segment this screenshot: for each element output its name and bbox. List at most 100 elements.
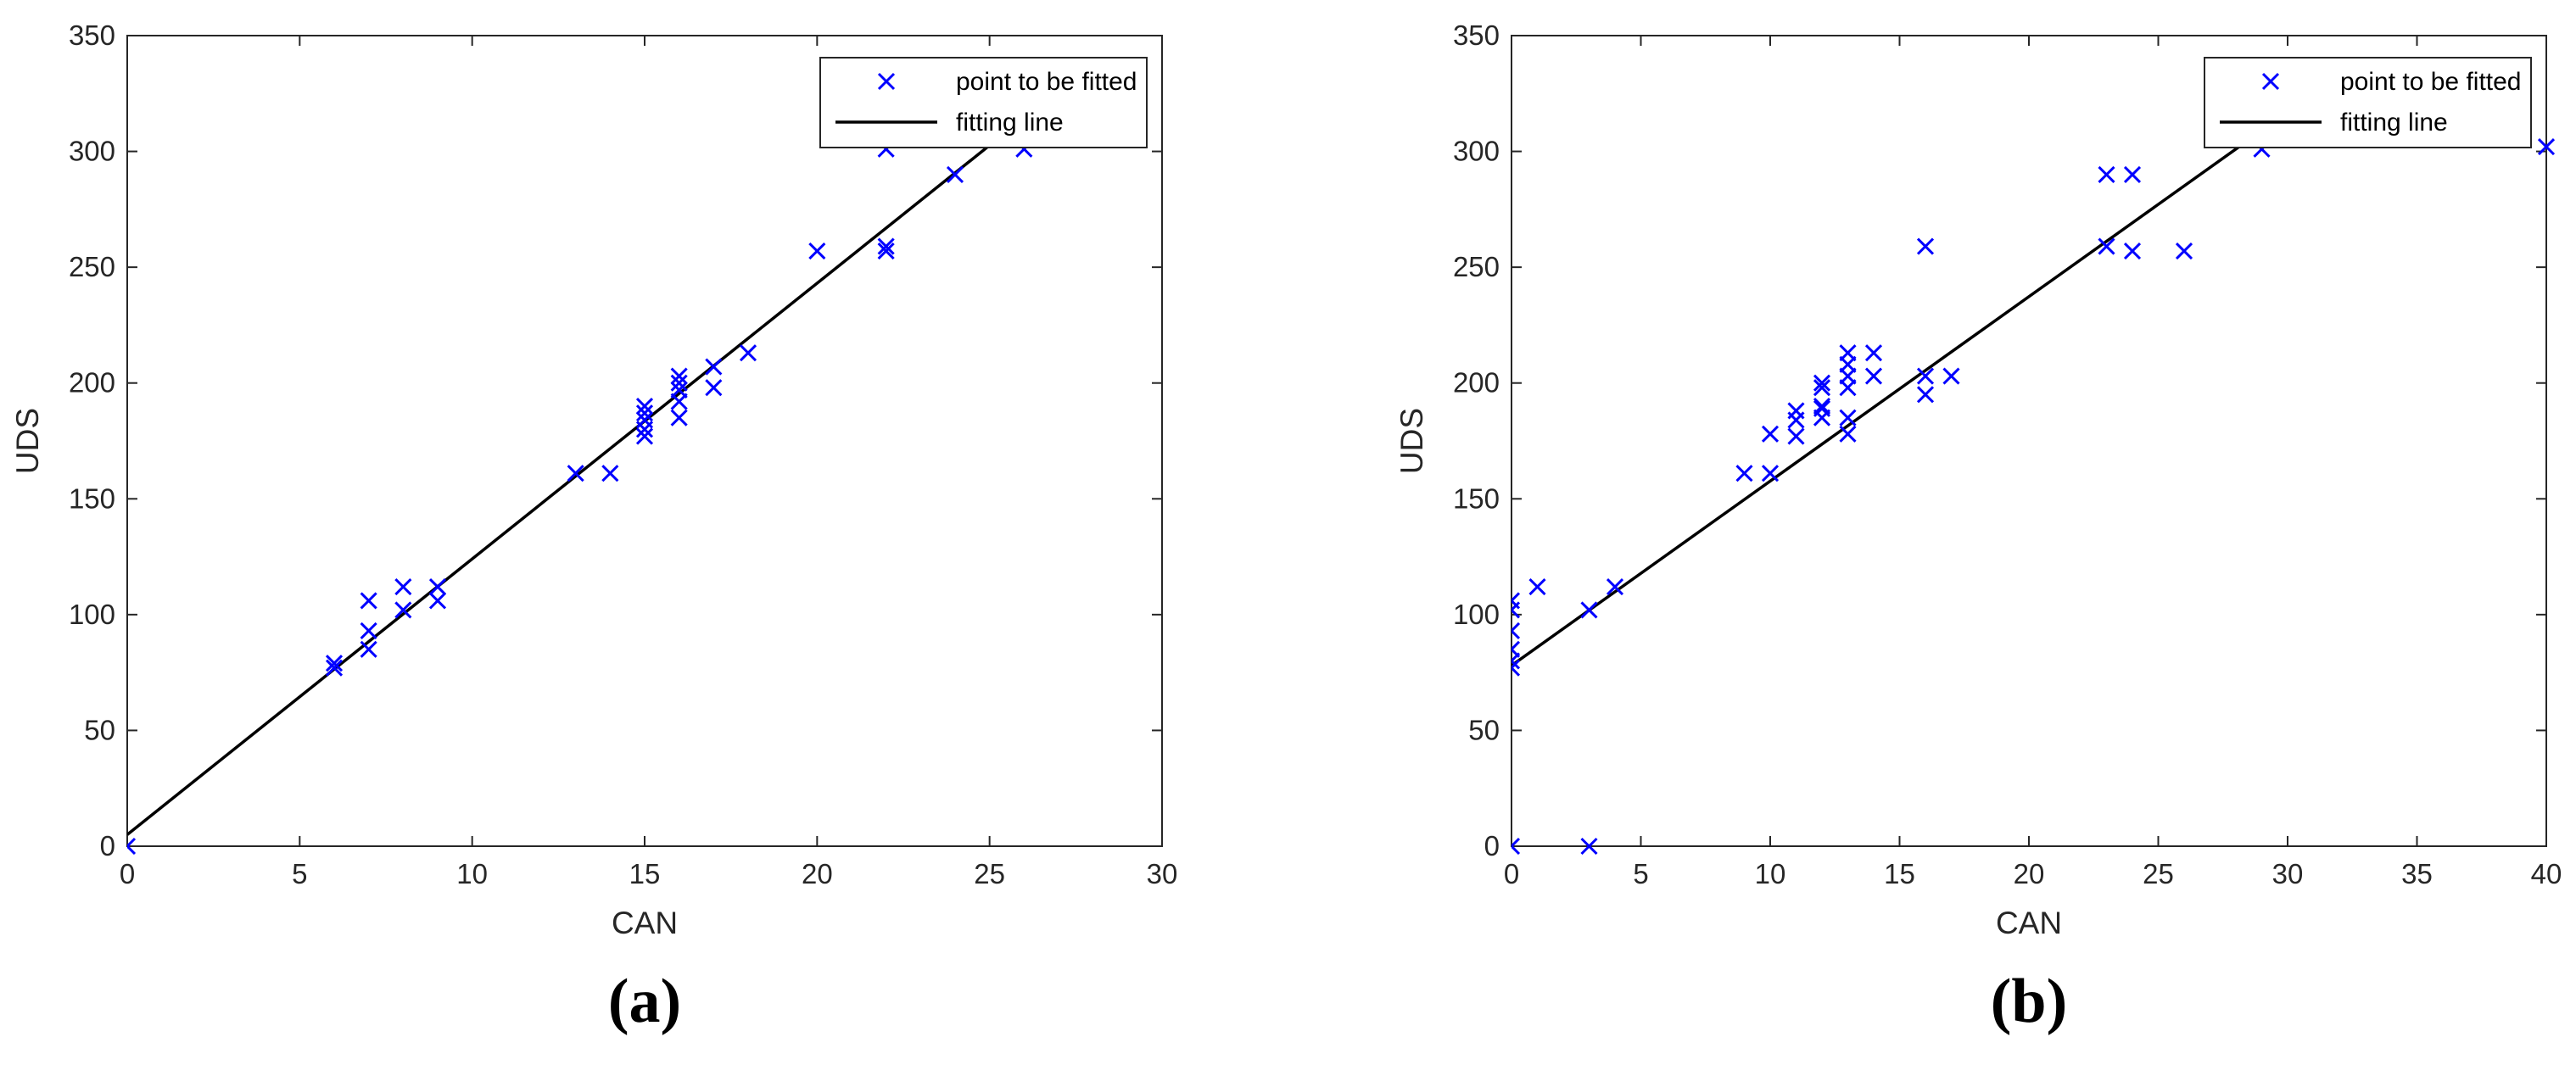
x-tick-label: 5 — [1633, 858, 1648, 889]
data-point — [2537, 138, 2555, 156]
fitting-line — [127, 138, 997, 836]
data-point — [1839, 409, 1857, 426]
legend-entry-label: point to be fitted — [956, 68, 1137, 96]
chart-panel-a: 0 5 10 15 20 25 30050100150200250300350CANUDSp… — [10, 20, 1177, 1036]
data-point — [567, 465, 584, 482]
x-tick-label: 0 — [120, 858, 135, 889]
x-tick-label: 25 — [2143, 858, 2174, 889]
data-point — [739, 344, 757, 362]
legend-marker-x — [2261, 72, 2280, 91]
data-point — [946, 165, 964, 183]
y-tick-label: 250 — [1453, 251, 1500, 282]
data-point — [1761, 465, 1780, 482]
data-point — [394, 601, 412, 619]
plot-area — [1511, 35, 2547, 847]
data-point — [877, 242, 895, 260]
legend-box — [2204, 57, 2532, 148]
data-point — [670, 381, 688, 399]
data-point — [360, 640, 377, 658]
y-tick-label: 200 — [69, 367, 115, 399]
data-point — [1864, 344, 1883, 362]
data-point — [428, 578, 447, 596]
y-tick-label: 50 — [1468, 714, 1500, 745]
data-point — [1942, 367, 1960, 385]
data-point — [1512, 837, 1521, 855]
legend-entry-label: fitting line — [2340, 109, 2448, 137]
data-point — [1528, 578, 1546, 596]
data-point — [360, 592, 377, 610]
data-point — [1839, 344, 1857, 362]
data-point — [1512, 622, 1521, 640]
chart-panel-b: 0 5 10 15 20 25 30 35 40 0 50 100 150 200 250 300 350 CAN… — [1394, 20, 2562, 1036]
x-tick-label: 15 — [1884, 858, 1915, 889]
y-tick-label: 200 — [1453, 367, 1500, 399]
fitting-line — [1512, 138, 2250, 667]
data-point — [601, 465, 619, 482]
data-point — [1606, 578, 1624, 596]
data-point — [1839, 425, 1857, 443]
x-tick-label: 10 — [1755, 858, 1786, 889]
data-point — [670, 367, 688, 385]
data-point — [705, 379, 723, 397]
x-tick-label: 20 — [2014, 858, 2045, 889]
y-tick-label: 350 — [1453, 20, 1500, 51]
data-point — [1916, 237, 1935, 255]
data-point — [325, 655, 344, 672]
x-tick-label: 10 — [456, 858, 488, 889]
data-point — [2123, 165, 2142, 183]
legend-entry-label: fitting line — [956, 109, 1064, 137]
data-point — [1864, 367, 1883, 385]
data-point — [1916, 386, 1935, 404]
data-point — [1916, 367, 1935, 385]
data-point — [635, 404, 654, 422]
legend: point to be fitted fitting line — [2204, 57, 2532, 148]
y-tick-label: 350 — [69, 20, 115, 51]
data-point — [670, 374, 688, 392]
panel-label: (b) — [1991, 967, 2067, 1036]
data-point — [325, 659, 344, 677]
plot-area — [126, 35, 1163, 847]
data-point — [2098, 165, 2115, 183]
y-tick-label: 0 — [1484, 830, 1500, 861]
data-point — [2123, 242, 2142, 260]
data-point — [1735, 465, 1753, 482]
data-point — [1580, 837, 1598, 855]
data-point — [394, 578, 412, 596]
x-tick-label: 0 — [1504, 858, 1519, 889]
plot-content — [127, 138, 1033, 855]
y-tick-label: 300 — [69, 136, 115, 167]
y-tick-label: 250 — [69, 251, 115, 282]
x-tick-label: 25 — [974, 858, 1005, 889]
x-axis-label: CAN — [1996, 906, 2062, 940]
data-point — [1761, 425, 1780, 443]
data-point — [808, 242, 826, 260]
x-tick-label: 40 — [2531, 858, 2562, 889]
data-point — [1512, 640, 1521, 658]
data-point — [877, 237, 895, 255]
data-point — [1813, 379, 1831, 397]
y-tick-label: 50 — [84, 714, 115, 745]
y-tick-label: 300 — [1453, 136, 1500, 167]
data-point — [1813, 397, 1831, 415]
data-point — [1787, 402, 1805, 420]
data-point — [670, 409, 688, 426]
y-tick-label: 100 — [69, 599, 115, 630]
x-tick-label: 15 — [629, 858, 661, 889]
data-point — [360, 622, 377, 640]
x-tick-label: 5 — [292, 858, 307, 889]
data-point — [428, 592, 447, 610]
data-point — [1512, 659, 1521, 677]
x-tick-label: 35 — [2401, 858, 2433, 889]
data-point — [705, 358, 723, 376]
data-point — [127, 837, 137, 855]
x-tick-label: 20 — [802, 858, 833, 889]
data-point — [1787, 427, 1805, 445]
data-point — [635, 427, 654, 445]
plot-content — [1512, 138, 2555, 855]
y-tick-label: 150 — [69, 482, 115, 514]
data-point — [635, 397, 654, 415]
legend-box — [819, 57, 1148, 148]
x-axis-label: CAN — [612, 906, 678, 940]
data-point — [1512, 592, 1521, 610]
panel-label: (a) — [608, 967, 681, 1036]
